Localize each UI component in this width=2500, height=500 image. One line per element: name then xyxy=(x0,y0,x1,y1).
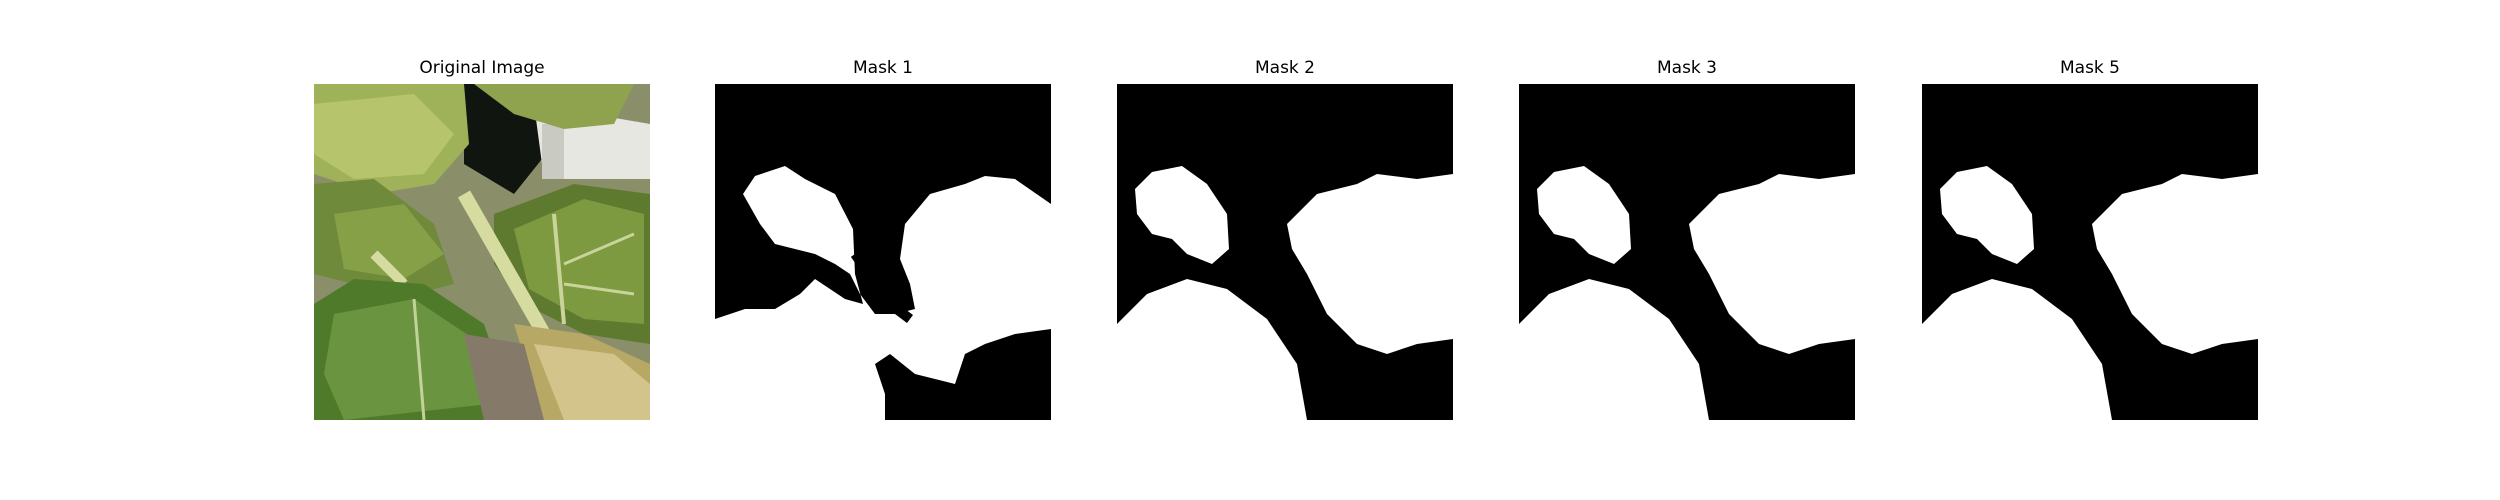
panel-title: Mask 3 xyxy=(1656,58,1717,78)
panel-title: Mask 1 xyxy=(852,58,913,78)
mask-image xyxy=(1117,84,1453,420)
panel-title: Mask 2 xyxy=(1254,58,1315,78)
mask-image xyxy=(715,84,1051,420)
panel-title: Original Image xyxy=(419,58,545,78)
panel-title: Mask 5 xyxy=(2059,58,2120,78)
mask-image xyxy=(1922,84,2258,420)
mask-image xyxy=(1519,84,1855,420)
original-photo xyxy=(314,84,650,420)
